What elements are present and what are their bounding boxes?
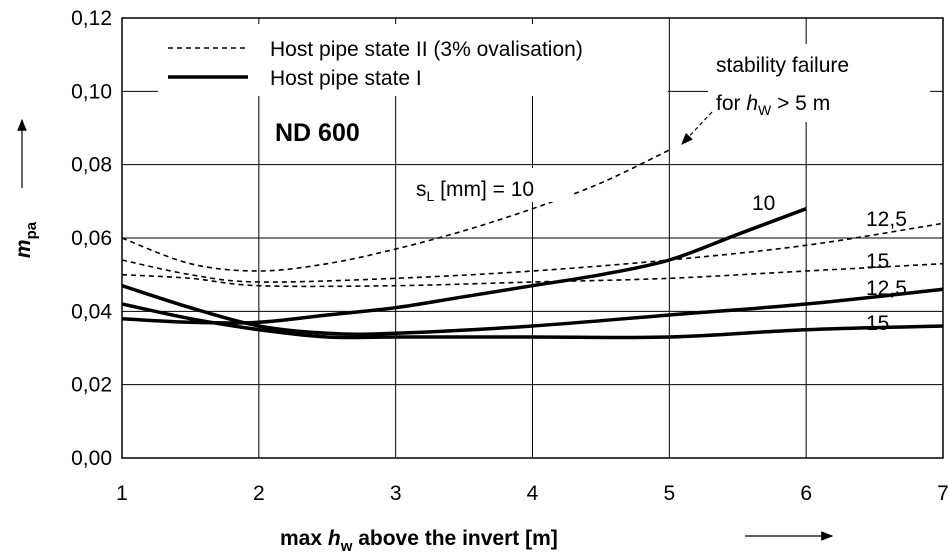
stability-annotation-line2: for hW > 5 m bbox=[716, 92, 830, 118]
legend-label-state-ii: Host pipe state II (3% ovalisation) bbox=[270, 38, 583, 61]
y-tick-label-2: 0,04 bbox=[71, 300, 112, 323]
series-line-dashed-10 bbox=[121, 149, 670, 272]
legend-label-state-i: Host pipe state I bbox=[270, 67, 422, 90]
series-line-dashed-12-5 bbox=[121, 222, 944, 283]
series-line-solid-12-5 bbox=[121, 284, 944, 337]
curve-label-solid-12-5: 12,5 bbox=[866, 277, 907, 300]
y-tick-label-4: 0,08 bbox=[71, 154, 112, 177]
x-tick-label-4: 5 bbox=[663, 482, 675, 505]
y-axis-title: mpa bbox=[12, 221, 40, 258]
legend: Host pipe state II (3% ovalisation) Host… bbox=[158, 24, 668, 96]
x-tick-label-2: 3 bbox=[390, 482, 402, 505]
x-tick-labels: 1 2 3 4 5 6 7 bbox=[116, 482, 949, 505]
curve-label-dashed-15: 15 bbox=[866, 250, 889, 273]
series-line-solid-10 bbox=[121, 207, 807, 325]
x-tick-label-0: 1 bbox=[116, 482, 128, 505]
series-line-dashed-15 bbox=[121, 262, 944, 288]
x-tick-label-1: 2 bbox=[253, 482, 265, 505]
stability-pointer-arrow bbox=[681, 111, 713, 145]
series-line-solid-15 bbox=[121, 302, 944, 340]
plot-frame bbox=[121, 17, 944, 459]
sl-annotation: sL [mm] = 10 bbox=[416, 178, 534, 204]
curve-label-solid-10: 10 bbox=[752, 192, 775, 215]
x-axis-title: max hw above the invert [m] bbox=[280, 527, 558, 554]
stability-annotation-line1: stability failure bbox=[716, 54, 849, 77]
series-layer bbox=[121, 149, 944, 340]
svg-text:mpa: mpa bbox=[12, 221, 40, 258]
y-tick-label-1: 0,02 bbox=[71, 374, 112, 397]
chart-title: ND 600 bbox=[275, 119, 360, 147]
curve-label-solid-15: 15 bbox=[866, 312, 889, 335]
x-tick-label-6: 7 bbox=[937, 482, 949, 505]
y-tick-label-5: 0,10 bbox=[71, 80, 112, 103]
y-tick-label-0: 0,00 bbox=[71, 447, 112, 470]
curve-label-dashed-12-5: 12,5 bbox=[866, 208, 907, 231]
x-tick-label-5: 6 bbox=[800, 482, 812, 505]
y-tick-label-3: 0,06 bbox=[71, 227, 112, 250]
x-tick-label-3: 4 bbox=[527, 482, 539, 505]
y-tick-labels: 0,00 0,02 0,04 0,06 0,08 0,10 0,12 bbox=[71, 7, 112, 470]
y-tick-label-6: 0,12 bbox=[71, 7, 112, 30]
